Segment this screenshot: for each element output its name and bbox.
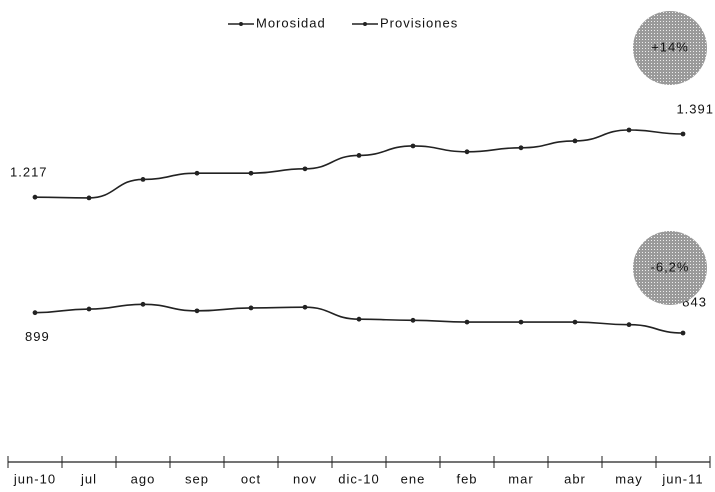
legend-marker (363, 22, 367, 26)
data-point (140, 176, 146, 182)
data-point (194, 308, 200, 314)
x-tick-label: jul (80, 471, 97, 486)
data-point (248, 305, 254, 311)
data-point (86, 195, 92, 201)
value-label: 1.217 (10, 165, 48, 180)
x-tick-label: abr (564, 471, 586, 486)
data-point (680, 131, 686, 137)
data-point (302, 304, 308, 310)
x-tick-label: ene (401, 471, 426, 486)
data-point (410, 317, 416, 323)
legend-marker (239, 22, 243, 26)
x-tick-label: oct (241, 471, 261, 486)
value-label: 1.391 (676, 101, 714, 116)
x-tick-label: sep (185, 471, 209, 486)
data-point (140, 301, 146, 307)
data-point (572, 319, 578, 325)
data-point (464, 319, 470, 325)
legend-label: Provisiones (380, 15, 458, 30)
badge (633, 11, 707, 85)
data-point (572, 138, 578, 144)
data-point (356, 316, 362, 322)
data-point (302, 166, 308, 172)
x-tick-label: may (615, 471, 643, 486)
x-tick-label: nov (293, 471, 317, 486)
data-point (626, 127, 632, 133)
data-point (626, 322, 632, 328)
data-point (518, 145, 524, 151)
data-point (680, 330, 686, 336)
data-point (248, 170, 254, 176)
data-point (194, 170, 200, 176)
badge-label: +14% (651, 39, 689, 54)
data-point (32, 310, 38, 316)
x-tick-label: feb (456, 471, 477, 486)
x-tick-label: jun-11 (661, 471, 703, 486)
value-label: 899 (25, 329, 50, 344)
x-tick-label: dic-10 (338, 471, 379, 486)
data-point (464, 149, 470, 155)
data-point (32, 194, 38, 200)
x-tick-label: ago (131, 471, 156, 486)
legend-label: Morosidad (256, 15, 326, 30)
data-point (518, 319, 524, 325)
data-point (356, 153, 362, 158)
badge (633, 231, 707, 305)
x-tick-label: jun-10 (13, 471, 56, 486)
x-tick-label: mar (508, 471, 533, 486)
data-point (410, 143, 416, 149)
series-line (34, 129, 684, 199)
data-point (86, 306, 92, 312)
badge-label: -6,2% (651, 259, 690, 274)
